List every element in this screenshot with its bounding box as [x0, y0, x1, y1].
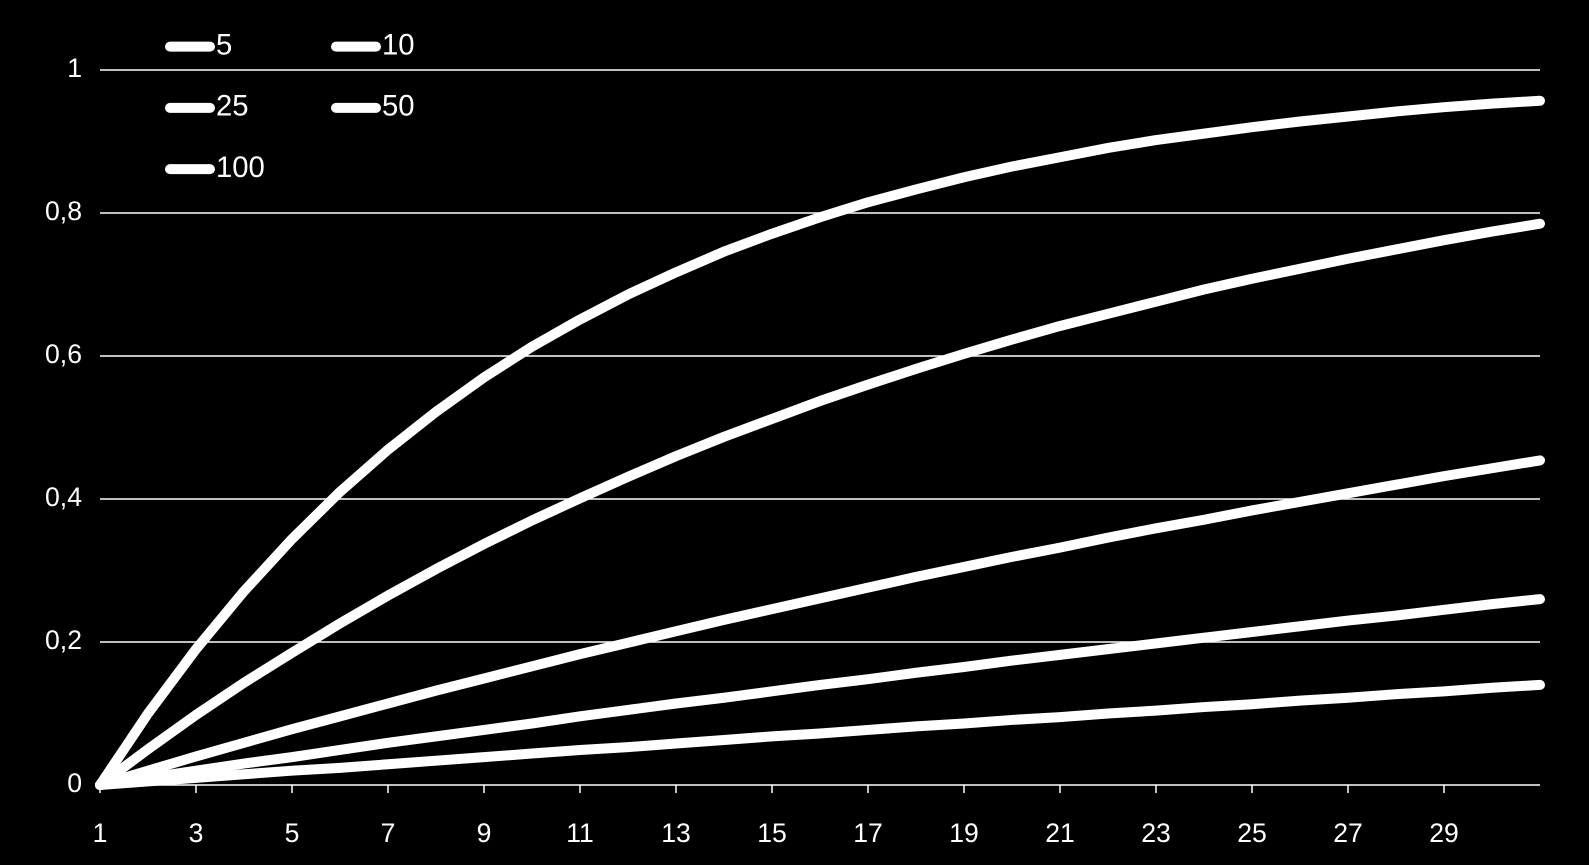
x-tick-label: 19: [949, 818, 979, 848]
y-tick-label: 0: [67, 768, 82, 798]
y-tick-label: 0,6: [45, 339, 82, 369]
y-tick-label: 0,2: [45, 625, 82, 655]
y-tick-label: 0,8: [45, 196, 82, 226]
legend-label: 100: [216, 152, 265, 184]
x-tick-label: 21: [1045, 818, 1075, 848]
x-tick-label: 15: [757, 818, 787, 848]
x-tick-label: 27: [1333, 818, 1363, 848]
legend-label: 25: [216, 91, 249, 123]
x-tick-label: 11: [566, 818, 594, 848]
x-tick-label: 1: [93, 818, 108, 848]
y-tick-label: 0,4: [45, 482, 82, 512]
x-tick-label: 13: [661, 818, 691, 848]
y-tick-label: 1: [67, 53, 82, 83]
x-tick-label: 9: [477, 818, 492, 848]
x-tick-label: 25: [1237, 818, 1267, 848]
x-tick-labels: 1357911131517192123252729: [93, 818, 1459, 848]
x-tick-label: 23: [1141, 818, 1171, 848]
chart-svg: 00,20,40,60,8113579111315171921232527295…: [0, 0, 1589, 865]
x-tick-label: 7: [381, 818, 396, 848]
x-tick-label: 5: [285, 818, 300, 848]
x-tick-label: 29: [1429, 818, 1459, 848]
line-chart: 00,20,40,60,8113579111315171921232527295…: [0, 0, 1589, 865]
x-tick-label: 17: [853, 818, 883, 848]
legend-label: 10: [382, 29, 415, 61]
x-tick-label: 3: [189, 818, 204, 848]
legend-label: 50: [382, 91, 415, 123]
legend-label: 5: [216, 29, 232, 61]
